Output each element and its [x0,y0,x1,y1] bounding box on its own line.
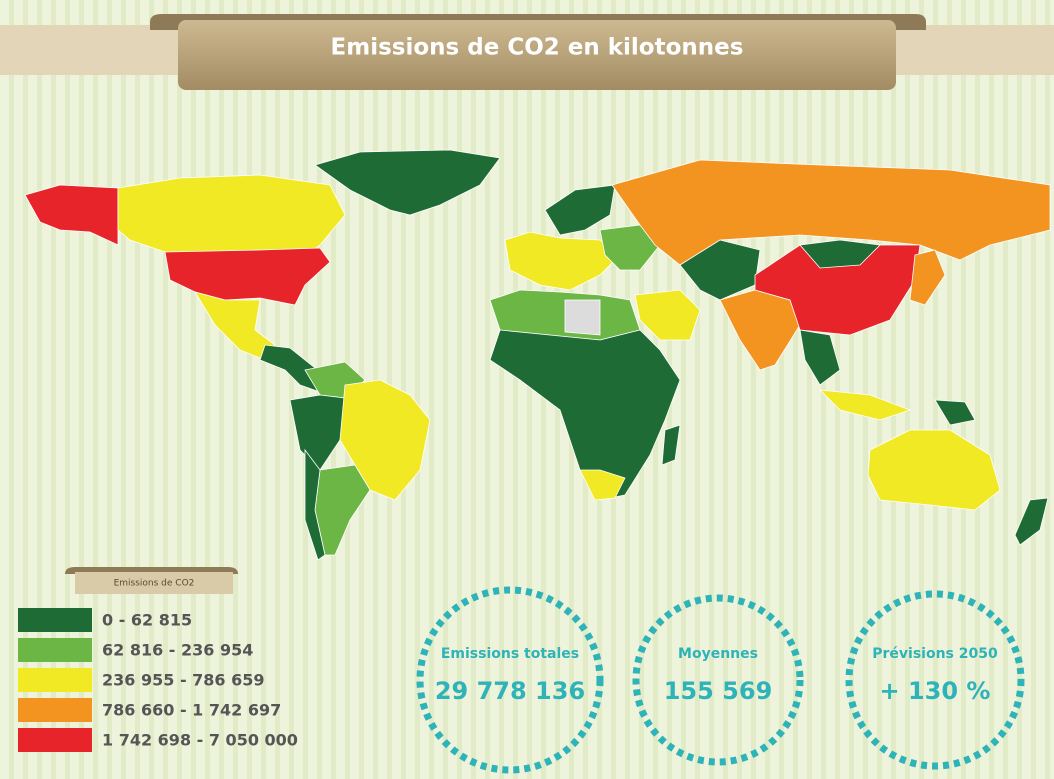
legend-label: 0 - 62 815 [102,611,192,630]
stat-label: Emissions totales [441,646,579,662]
world-map [24,149,1051,561]
stat-label: Prévisions 2050 [872,646,998,662]
europe-west [504,231,621,291]
mongolia [799,239,881,269]
legend-label: 236 955 - 786 659 [102,671,265,690]
india [719,289,801,371]
title-banner [178,20,896,90]
legend-label: 786 660 - 1 742 697 [102,701,281,720]
alaska [24,184,119,246]
australia [867,429,1001,511]
argentina [314,464,371,556]
legend-swatch [18,638,92,662]
legend-swatch [18,698,92,722]
stat-value: + 130 % [880,677,991,705]
central-america [259,344,321,393]
south-africa [579,469,626,501]
legend-banner [75,572,233,594]
stat-value: 29 778 136 [435,677,585,705]
legend-title: Emissions de CO2 [114,579,195,589]
stat-ring [416,586,604,774]
new-zealand [1014,497,1049,546]
brazil [339,379,431,501]
title: Emissions de CO2 en kilotonnes [331,35,744,61]
chile [304,448,326,561]
russia [611,159,1051,266]
stat-ring [632,594,804,766]
middle-east [634,289,701,341]
papua [934,399,976,426]
indonesia [818,389,912,421]
legend-swatch [18,728,92,752]
japan [909,249,946,306]
legend-label: 1 742 698 - 7 050 000 [102,731,298,750]
legend-label: 62 816 - 236 954 [102,641,253,660]
stat-ring [845,590,1025,770]
stat-label: Moyennes [678,646,758,662]
legend: 0 - 62 815 62 816 - 236 954 236 955 - 786 … [18,608,298,752]
greenland [314,149,501,216]
madagascar [661,424,681,466]
libya [564,299,601,336]
southeast-asia [799,329,841,386]
stat-value: 155 569 [664,677,773,705]
canada [117,174,346,261]
legend-swatch [18,668,92,692]
africa [489,329,681,501]
legend-swatch [18,608,92,632]
stats: Emissions totales 29 778 136 Moyennes 155 5… [416,586,1025,774]
usa [164,247,331,306]
mexico [194,291,276,361]
andes [289,394,346,471]
scandinavia [544,184,616,236]
